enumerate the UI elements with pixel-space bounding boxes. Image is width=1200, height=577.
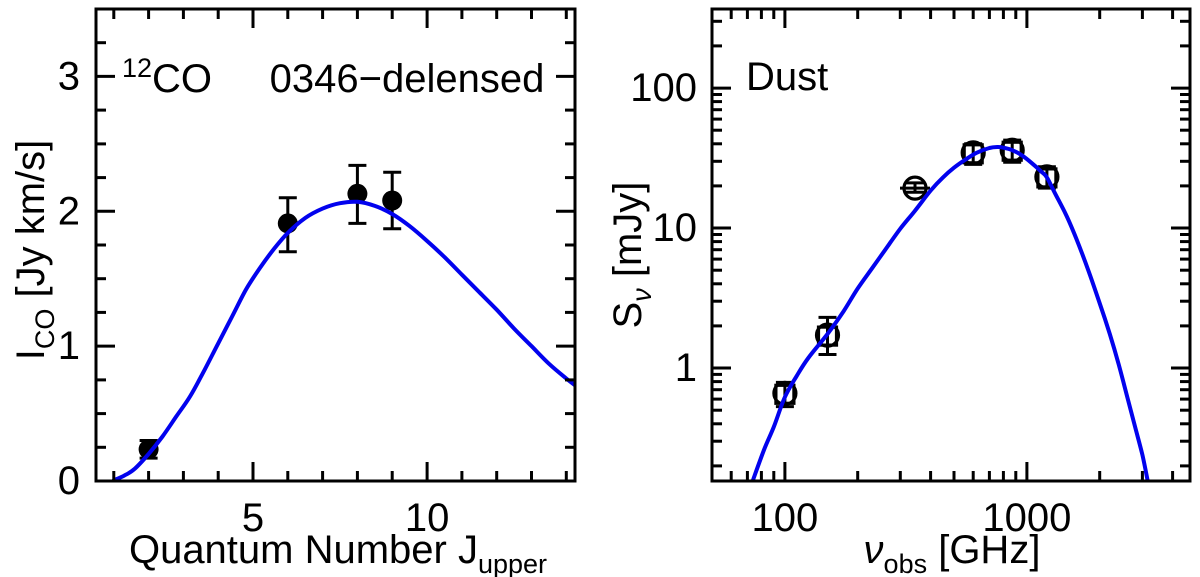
y-tick-label: 100 — [630, 66, 697, 110]
data-point — [382, 170, 403, 231]
y-tick-label: 3 — [58, 54, 80, 98]
dust_sed-panel: 100 1000 1 10 100 νobs [GHz] Sν [mJy] Dust — [606, 7, 1192, 577]
x-tick-label: 100 — [752, 496, 819, 540]
x-axis-title: νobs [GHz] — [864, 528, 1041, 577]
x-tick-label: 5 — [242, 496, 264, 540]
x-tick-label: 10 — [405, 496, 450, 540]
co_sled-data-points — [138, 163, 403, 460]
open-square-marker — [962, 143, 984, 165]
open-square-marker — [1001, 140, 1023, 162]
data-point — [347, 163, 368, 225]
y-tick-label: 10 — [653, 206, 698, 250]
fit-curve — [111, 199, 576, 482]
x-axis-title: Quantum Number Jupper — [129, 528, 547, 577]
y-tick-label: 2 — [58, 189, 80, 233]
panel-annotation: 12CO — [122, 53, 212, 101]
filled-circle-marker — [382, 190, 403, 211]
open-square-marker — [1036, 167, 1058, 189]
x-tick-label: 1000 — [982, 496, 1071, 540]
axis-box — [710, 7, 1192, 483]
dust_sed-ticks — [712, 9, 1190, 481]
co_sled-ticks — [96, 9, 575, 483]
co_sled-panel: 5 10 0 1 2 3 Quantum Number Jupper ICO [Jy km/s… — [9, 7, 577, 577]
open-square-marker — [816, 325, 839, 347]
panel-title: 0346−delensed — [270, 57, 545, 101]
open-square-marker — [774, 383, 796, 405]
y-axis-title: ICO [Jy km/s] — [9, 140, 60, 361]
open-circle-marker — [902, 175, 928, 201]
dust_sed-data-points — [772, 137, 1060, 409]
y-tick-label: 0 — [58, 459, 80, 503]
panel-annotation: Dust — [746, 55, 828, 99]
filled-circle-marker — [138, 439, 159, 460]
fit-curve — [751, 144, 1150, 482]
y-tick-label: 1 — [675, 346, 697, 390]
y-tick-label: 1 — [58, 324, 80, 368]
data-point — [900, 175, 930, 201]
y-axis-title: Sν [mJy] — [606, 182, 657, 329]
data-point — [1034, 164, 1060, 190]
filled-circle-marker — [347, 183, 368, 204]
